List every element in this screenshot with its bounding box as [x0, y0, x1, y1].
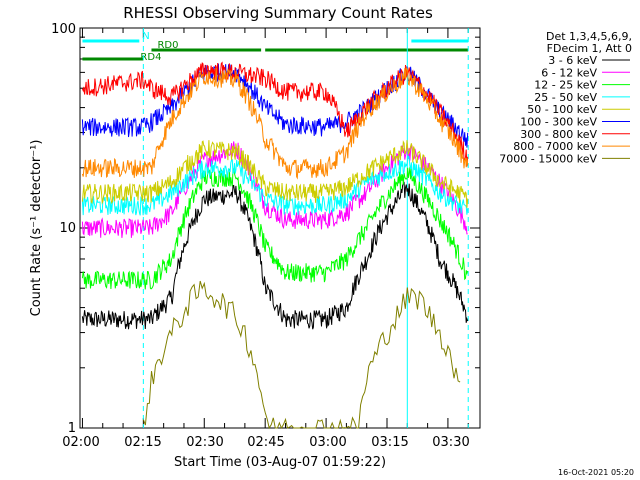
- x-tick-label-3: 02:45: [247, 435, 284, 450]
- legend-label-12-25-kev: 12 - 25 keV: [534, 79, 597, 92]
- legend-header-line-1: Det 1,3,4,5,6,9,: [546, 30, 632, 43]
- x-tick-label-4: 03:00: [309, 435, 346, 450]
- y-axis-label: Count Rate (s⁻¹ detector⁻¹): [29, 140, 44, 317]
- footer-date: 16-Oct-2021 05:20: [558, 468, 634, 477]
- series-line-800-7000-kev: [81, 65, 469, 180]
- flag-label-rd0: RD0: [157, 40, 178, 51]
- legend-label-300-800-kev: 300 - 800 keV: [520, 128, 597, 141]
- series-line-25-50-kev: [81, 155, 469, 216]
- x-tick-label-1: 02:15: [124, 435, 161, 450]
- chart-title: RHESSI Observing Summary Count Rates: [123, 4, 433, 22]
- legend-label-3-6-kev: 3 - 6 keV: [548, 54, 597, 67]
- series-line-12-25-kev: [81, 166, 469, 290]
- x-tick-label-2: 02:30: [186, 435, 223, 450]
- x-tick-label-6: 03:30: [432, 435, 469, 450]
- y-tick-label-100: 100: [51, 22, 76, 37]
- legend-label-6-12-kev: 6 - 12 keV: [541, 66, 597, 79]
- legend-label-7000-15000-kev: 7000 - 15000 keV: [499, 152, 597, 165]
- series-line-6-12-kev: [81, 141, 468, 238]
- x-tick-label-0: 02:00: [62, 435, 99, 450]
- x-axis-label: Start Time (03-Aug-07 01:59:22): [174, 455, 386, 470]
- flag-label-rd4: RD4: [140, 52, 161, 63]
- flag-label-n: N: [142, 31, 149, 42]
- legend-header-line-2: FDecim 1, Att 0: [547, 42, 632, 55]
- legend: Det 1,3,4,5,6,9, FDecim 1, Att 0 3 - 6 k…: [499, 30, 632, 165]
- y-tick-label-1: 1: [68, 421, 76, 436]
- legend-label-50-100-kev: 50 - 100 keV: [527, 103, 597, 116]
- x-tick-label-5: 03:15: [371, 435, 408, 450]
- series-line-7000-15000-kev: [142, 280, 461, 430]
- legend-label-100-300-kev: 100 - 300 keV: [520, 116, 597, 129]
- y-tick-label-10: 10: [59, 221, 76, 236]
- series-line-300-800-kev: [81, 61, 469, 167]
- legend-label-800-7000-kev: 800 - 7000 keV: [513, 140, 597, 153]
- series-group: [81, 61, 469, 430]
- series-line-50-100-kev: [81, 140, 469, 208]
- legend-label-25-50-kev: 25 - 50 keV: [534, 91, 597, 104]
